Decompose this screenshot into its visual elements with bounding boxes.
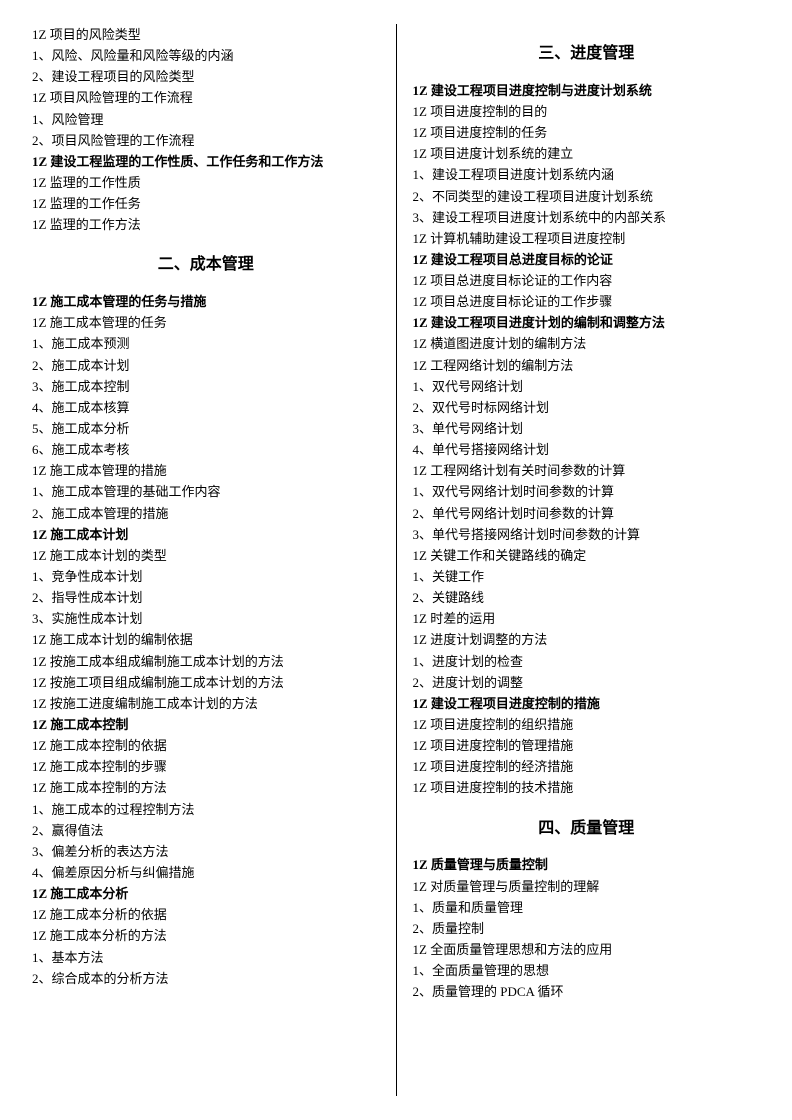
outline-item: 2、单代号网络计划时间参数的计算 xyxy=(413,504,761,524)
outline-item: 1Z 项目进度控制的经济措施 xyxy=(413,757,761,777)
outline-item: 1Z 横道图进度计划的编制方法 xyxy=(413,334,761,354)
outline-heading: 1Z 施工成本控制 xyxy=(32,715,380,735)
outline-item: 1Z 项目进度控制的目的 xyxy=(413,102,761,122)
outline-item: 1Z 工程网络计划的编制方法 xyxy=(413,356,761,376)
outline-item: 2、不同类型的建设工程项目进度计划系统 xyxy=(413,187,761,207)
outline-item: 5、施工成本分析 xyxy=(32,419,380,439)
outline-item: 2、施工成本管理的措施 xyxy=(32,504,380,524)
outline-item: 1、建设工程项目进度计划系统内涵 xyxy=(413,165,761,185)
outline-item: 1、双代号网络计划时间参数的计算 xyxy=(413,482,761,502)
outline-item: 1、风险管理 xyxy=(32,110,380,130)
outline-item: 2、质量管理的 PDCA 循环 xyxy=(413,982,761,1002)
outline-heading: 1Z 质量管理与质量控制 xyxy=(413,855,761,875)
outline-item: 2、综合成本的分析方法 xyxy=(32,969,380,989)
outline-item: 1Z 按施工进度编制施工成本计划的方法 xyxy=(32,694,380,714)
outline-item: 1Z 项目的风险类型 xyxy=(32,25,380,45)
outline-item: 3、实施性成本计划 xyxy=(32,609,380,629)
section-title: 四、质量管理 xyxy=(413,817,761,842)
outline-item: 1Z 按施工项目组成编制施工成本计划的方法 xyxy=(32,673,380,693)
outline-heading: 1Z 建设工程项目进度控制与进度计划系统 xyxy=(413,81,761,101)
outline-item: 2、赢得值法 xyxy=(32,821,380,841)
outline-item: 2、项目风险管理的工作流程 xyxy=(32,131,380,151)
outline-item: 1Z 施工成本分析的方法 xyxy=(32,926,380,946)
outline-item: 1Z 施工成本管理的任务 xyxy=(32,313,380,333)
section-title: 二、成本管理 xyxy=(32,253,380,278)
outline-item: 1Z 项目风险管理的工作流程 xyxy=(32,88,380,108)
outline-item: 1Z 项目进度控制的技术措施 xyxy=(413,778,761,798)
outline-item: 1Z 施工成本分析的依据 xyxy=(32,905,380,925)
outline-heading: 1Z 建设工程项目总进度目标的论证 xyxy=(413,250,761,270)
outline-item: 1Z 监理的工作方法 xyxy=(32,215,380,235)
outline-item: 2、双代号时标网络计划 xyxy=(413,398,761,418)
outline-item: 1Z 项目进度控制的管理措施 xyxy=(413,736,761,756)
outline-item: 1Z 全面质量管理思想和方法的应用 xyxy=(413,940,761,960)
outline-item: 2、质量控制 xyxy=(413,919,761,939)
outline-item: 2、建设工程项目的风险类型 xyxy=(32,67,380,87)
outline-item: 1、竞争性成本计划 xyxy=(32,567,380,587)
section-title: 三、进度管理 xyxy=(413,42,761,67)
outline-item: 1、全面质量管理的思想 xyxy=(413,961,761,981)
outline-item: 1、施工成本预测 xyxy=(32,334,380,354)
outline-heading: 1Z 建设工程项目进度控制的措施 xyxy=(413,694,761,714)
outline-item: 1Z 工程网络计划有关时间参数的计算 xyxy=(413,461,761,481)
outline-item: 6、施工成本考核 xyxy=(32,440,380,460)
outline-item: 1Z 时差的运用 xyxy=(413,609,761,629)
outline-item: 2、进度计划的调整 xyxy=(413,673,761,693)
outline-item: 1Z 关键工作和关键路线的确定 xyxy=(413,546,761,566)
outline-item: 3、单代号搭接网络计划时间参数的计算 xyxy=(413,525,761,545)
outline-item: 1Z 项目总进度目标论证的工作内容 xyxy=(413,271,761,291)
outline-item: 1Z 对质量管理与质量控制的理解 xyxy=(413,877,761,897)
outline-item: 1Z 监理的工作任务 xyxy=(32,194,380,214)
outline-heading: 1Z 建设工程监理的工作性质、工作任务和工作方法 xyxy=(32,152,380,172)
outline-item: 4、单代号搭接网络计划 xyxy=(413,440,761,460)
outline-heading: 1Z 施工成本分析 xyxy=(32,884,380,904)
outline-heading: 1Z 建设工程项目进度计划的编制和调整方法 xyxy=(413,313,761,333)
outline-item: 2、指导性成本计划 xyxy=(32,588,380,608)
outline-item: 1Z 项目进度控制的组织措施 xyxy=(413,715,761,735)
outline-item: 3、偏差分析的表达方法 xyxy=(32,842,380,862)
outline-item: 3、单代号网络计划 xyxy=(413,419,761,439)
outline-item: 1Z 施工成本控制的依据 xyxy=(32,736,380,756)
outline-item: 1Z 计算机辅助建设工程项目进度控制 xyxy=(413,229,761,249)
outline-item: 1、质量和质量管理 xyxy=(413,898,761,918)
outline-item: 1、双代号网络计划 xyxy=(413,377,761,397)
left-column: 1Z 项目的风险类型1、风险、风险量和风险等级的内涵2、建设工程项目的风险类型1… xyxy=(20,24,392,1096)
outline-item: 1、施工成本管理的基础工作内容 xyxy=(32,482,380,502)
right-column: 三、进度管理1Z 建设工程项目进度控制与进度计划系统1Z 项目进度控制的目的1Z… xyxy=(401,24,773,1096)
outline-item: 1Z 进度计划调整的方法 xyxy=(413,630,761,650)
outline-item: 1Z 项目进度计划系统的建立 xyxy=(413,144,761,164)
outline-item: 1Z 施工成本管理的措施 xyxy=(32,461,380,481)
outline-item: 1Z 施工成本控制的步骤 xyxy=(32,757,380,777)
outline-item: 3、建设工程项目进度计划系统中的内部关系 xyxy=(413,208,761,228)
outline-item: 4、施工成本核算 xyxy=(32,398,380,418)
outline-item: 1、施工成本的过程控制方法 xyxy=(32,800,380,820)
outline-item: 1Z 施工成本计划的编制依据 xyxy=(32,630,380,650)
outline-item: 3、施工成本控制 xyxy=(32,377,380,397)
outline-item: 1、风险、风险量和风险等级的内涵 xyxy=(32,46,380,66)
outline-item: 1Z 按施工成本组成编制施工成本计划的方法 xyxy=(32,652,380,672)
outline-item: 1、基本方法 xyxy=(32,948,380,968)
outline-item: 1、进度计划的检查 xyxy=(413,652,761,672)
outline-item: 1Z 项目总进度目标论证的工作步骤 xyxy=(413,292,761,312)
outline-item: 1Z 施工成本控制的方法 xyxy=(32,778,380,798)
outline-item: 1Z 施工成本计划的类型 xyxy=(32,546,380,566)
outline-item: 2、施工成本计划 xyxy=(32,356,380,376)
outline-heading: 1Z 施工成本计划 xyxy=(32,525,380,545)
outline-item: 4、偏差原因分析与纠偏措施 xyxy=(32,863,380,883)
outline-item: 2、关键路线 xyxy=(413,588,761,608)
column-divider xyxy=(396,24,397,1096)
outline-heading: 1Z 施工成本管理的任务与措施 xyxy=(32,292,380,312)
outline-item: 1Z 监理的工作性质 xyxy=(32,173,380,193)
outline-item: 1、关键工作 xyxy=(413,567,761,587)
outline-item: 1Z 项目进度控制的任务 xyxy=(413,123,761,143)
